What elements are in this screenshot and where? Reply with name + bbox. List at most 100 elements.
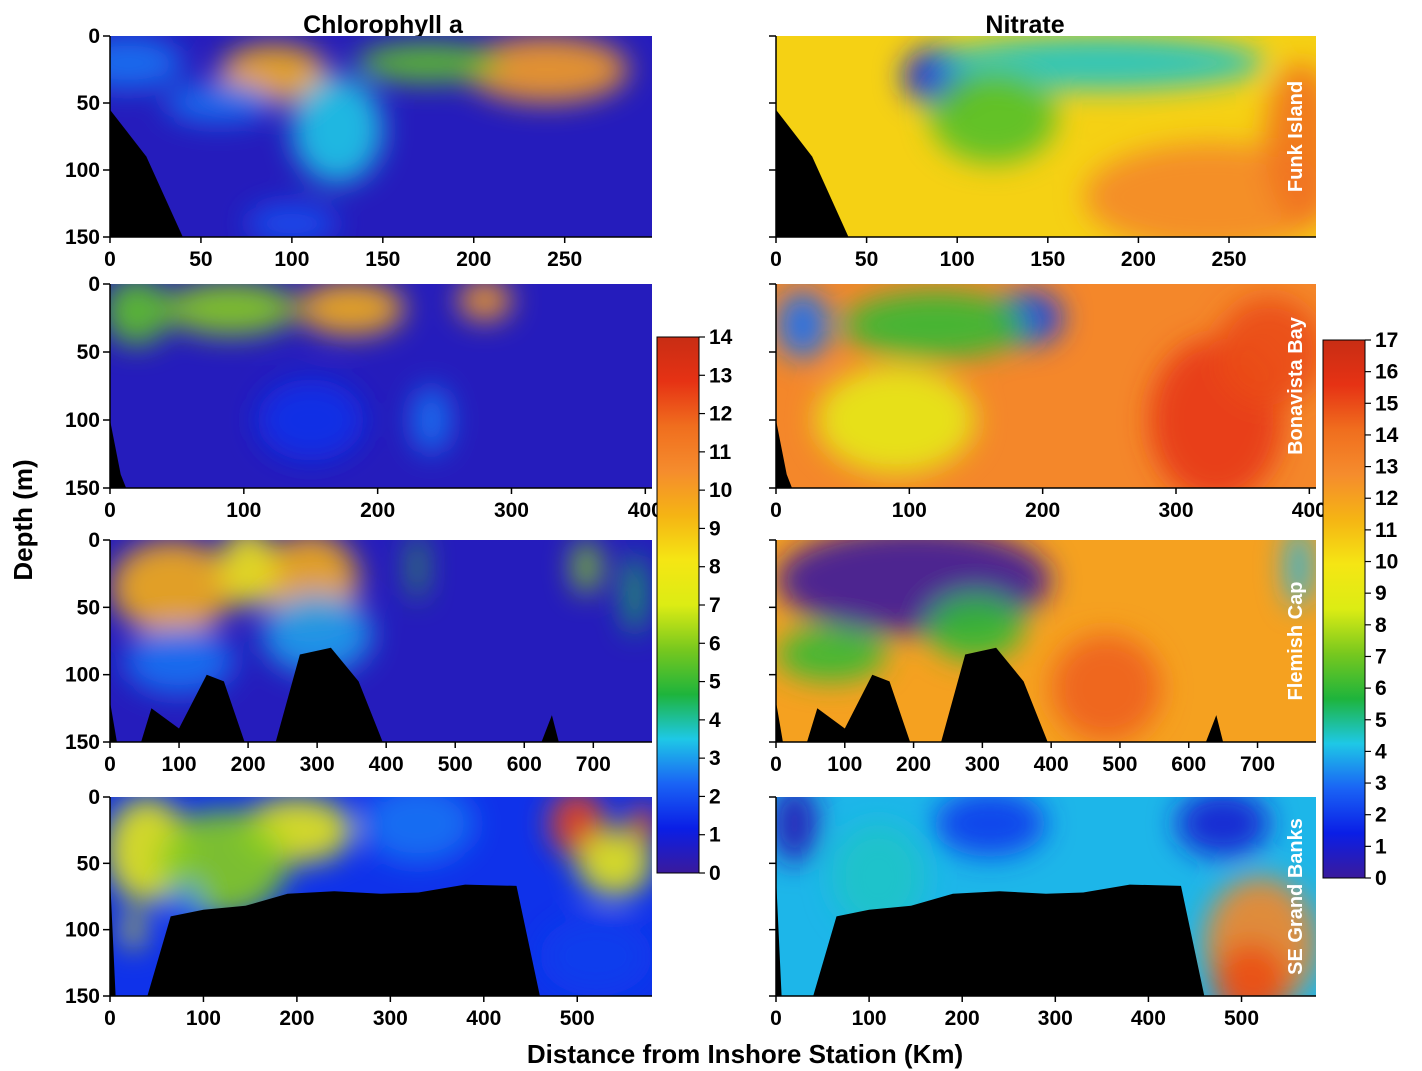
- colorbars: 0123456789101112131401234567891011121314…: [656, 326, 1399, 890]
- x-tick-label: 400: [628, 499, 663, 522]
- heatmap-blob: [261, 593, 373, 675]
- heatmap-blob: [355, 42, 502, 83]
- x-tick-label: 300: [373, 1007, 408, 1030]
- colorbar-tick-label: 13: [709, 364, 732, 387]
- panel-3-1: 0 100 200 300 400 500 SE Grand Banks: [769, 796, 1316, 1030]
- bathymetry: [776, 647, 1224, 742]
- colorbar-tick-label: 9: [709, 517, 721, 540]
- colorbar-tick-label: 5: [709, 671, 721, 694]
- colorbar-tick-label: 6: [709, 632, 721, 655]
- colorbar-tick-label: 12: [709, 403, 732, 426]
- colorbar-tick-label: 3: [709, 747, 721, 770]
- heatmap-blob: [572, 540, 601, 594]
- y-tick-label: 0: [88, 786, 100, 809]
- x-tick-label: 200: [1025, 499, 1060, 522]
- x-tick-label: 100: [940, 248, 975, 271]
- y-tick-label: 100: [65, 159, 100, 182]
- column-title-chlorophyll: Chlorophyll a: [303, 11, 464, 39]
- y-axis-label: Depth (m): [8, 459, 38, 580]
- heatmap-blob: [624, 553, 646, 635]
- heatmap-blob: [1176, 797, 1270, 857]
- region-label: Bonavista Bay: [1285, 316, 1307, 455]
- x-tick-label: 700: [1240, 753, 1275, 776]
- bathymetry: [776, 109, 849, 237]
- y-tick-label: 0: [88, 273, 100, 296]
- x-tick-label: 150: [1030, 248, 1065, 271]
- bathymetry: [110, 109, 183, 237]
- heatmap-field: [110, 284, 652, 488]
- x-tick-label: 400: [369, 753, 404, 776]
- heatmap-blob: [539, 916, 652, 996]
- heatmap-blob: [464, 36, 629, 103]
- x-tick-label: 600: [1171, 753, 1206, 776]
- x-tick-label: 200: [945, 1007, 980, 1030]
- heatmap-blob: [934, 797, 1046, 857]
- x-tick-label: 600: [507, 753, 542, 776]
- bathymetry: [110, 420, 127, 488]
- heatmap-blob: [816, 365, 976, 475]
- colorbar-tick-label: 17: [1375, 329, 1398, 352]
- heatmap-blob: [1265, 62, 1316, 224]
- y-tick-label: 100: [65, 664, 100, 687]
- x-tick-label: 50: [855, 248, 878, 271]
- y-tick-label: 50: [77, 341, 100, 364]
- colorbar-tick-label: 11: [1375, 519, 1398, 542]
- x-tick-label: 0: [770, 1007, 782, 1030]
- x-tick-label: 0: [770, 499, 782, 522]
- heatmap-blob: [831, 823, 925, 930]
- y-tick-label: 150: [65, 226, 100, 249]
- colorbar-tick-label: 5: [1375, 709, 1387, 732]
- bathymetry: [110, 647, 559, 742]
- heatmap-field: [776, 540, 1316, 742]
- x-tick-label: 300: [300, 753, 335, 776]
- panel-2-1: 0 100 200 300 400 500 600 700 Flemish Cap: [769, 539, 1316, 776]
- y-tick-label: 150: [65, 731, 100, 754]
- heatmap-field: [110, 36, 652, 237]
- region-label: Funk Island: [1285, 81, 1307, 192]
- y-tick-label: 0: [88, 25, 100, 48]
- heatmap-field: [776, 36, 1316, 237]
- colorbar-tick-label: 0: [1375, 867, 1387, 890]
- bathymetry: [776, 876, 1205, 996]
- x-tick-label: 100: [226, 499, 261, 522]
- colorbar-tick-label: 8: [1375, 614, 1387, 637]
- x-tick-label: 0: [104, 753, 116, 776]
- x-tick-label: 0: [104, 499, 116, 522]
- x-tick-label: 400: [466, 1007, 501, 1030]
- y-tick-label: 0: [88, 529, 100, 552]
- heatmap-blob: [257, 379, 365, 461]
- heatmap-blob: [220, 540, 276, 608]
- region-label: SE Grand Banks: [1285, 818, 1307, 975]
- colorbar-tick-label: 14: [1375, 424, 1399, 447]
- heatmap-blob: [410, 540, 425, 601]
- colorbar-tick-label: 16: [1375, 361, 1398, 384]
- heatmap-blob: [776, 290, 830, 359]
- colorbar-tick-label: 10: [709, 479, 732, 502]
- heatmap-blob: [1216, 297, 1316, 407]
- x-tick-label: 0: [770, 753, 782, 776]
- colorbar-tick-label: 0: [709, 862, 721, 885]
- heatmap-blob: [930, 69, 1057, 164]
- colorbar-tick-label: 3: [1375, 772, 1387, 795]
- x-tick-label: 200: [456, 248, 491, 271]
- heatmap-blob: [110, 284, 171, 346]
- colorbar-tick-label: 13: [1375, 456, 1398, 479]
- colorbar-tick-label: 8: [709, 556, 721, 579]
- x-tick-label: 700: [576, 753, 611, 776]
- x-tick-label: 200: [360, 499, 395, 522]
- heatmap-blob: [628, 803, 652, 844]
- y-tick-label: 150: [65, 477, 100, 500]
- x-tick-label: 100: [274, 248, 309, 271]
- heatmap-blob: [411, 386, 452, 454]
- x-tick-label: 500: [560, 1007, 595, 1030]
- heatmap-blob: [164, 82, 274, 124]
- colorbar-tick-label: 7: [1375, 645, 1387, 668]
- heatmap-blob: [246, 203, 338, 237]
- x-axis-label: Distance from Inshore Station (Km): [527, 1039, 963, 1069]
- column-title-nitrate: Nitrate: [985, 11, 1064, 39]
